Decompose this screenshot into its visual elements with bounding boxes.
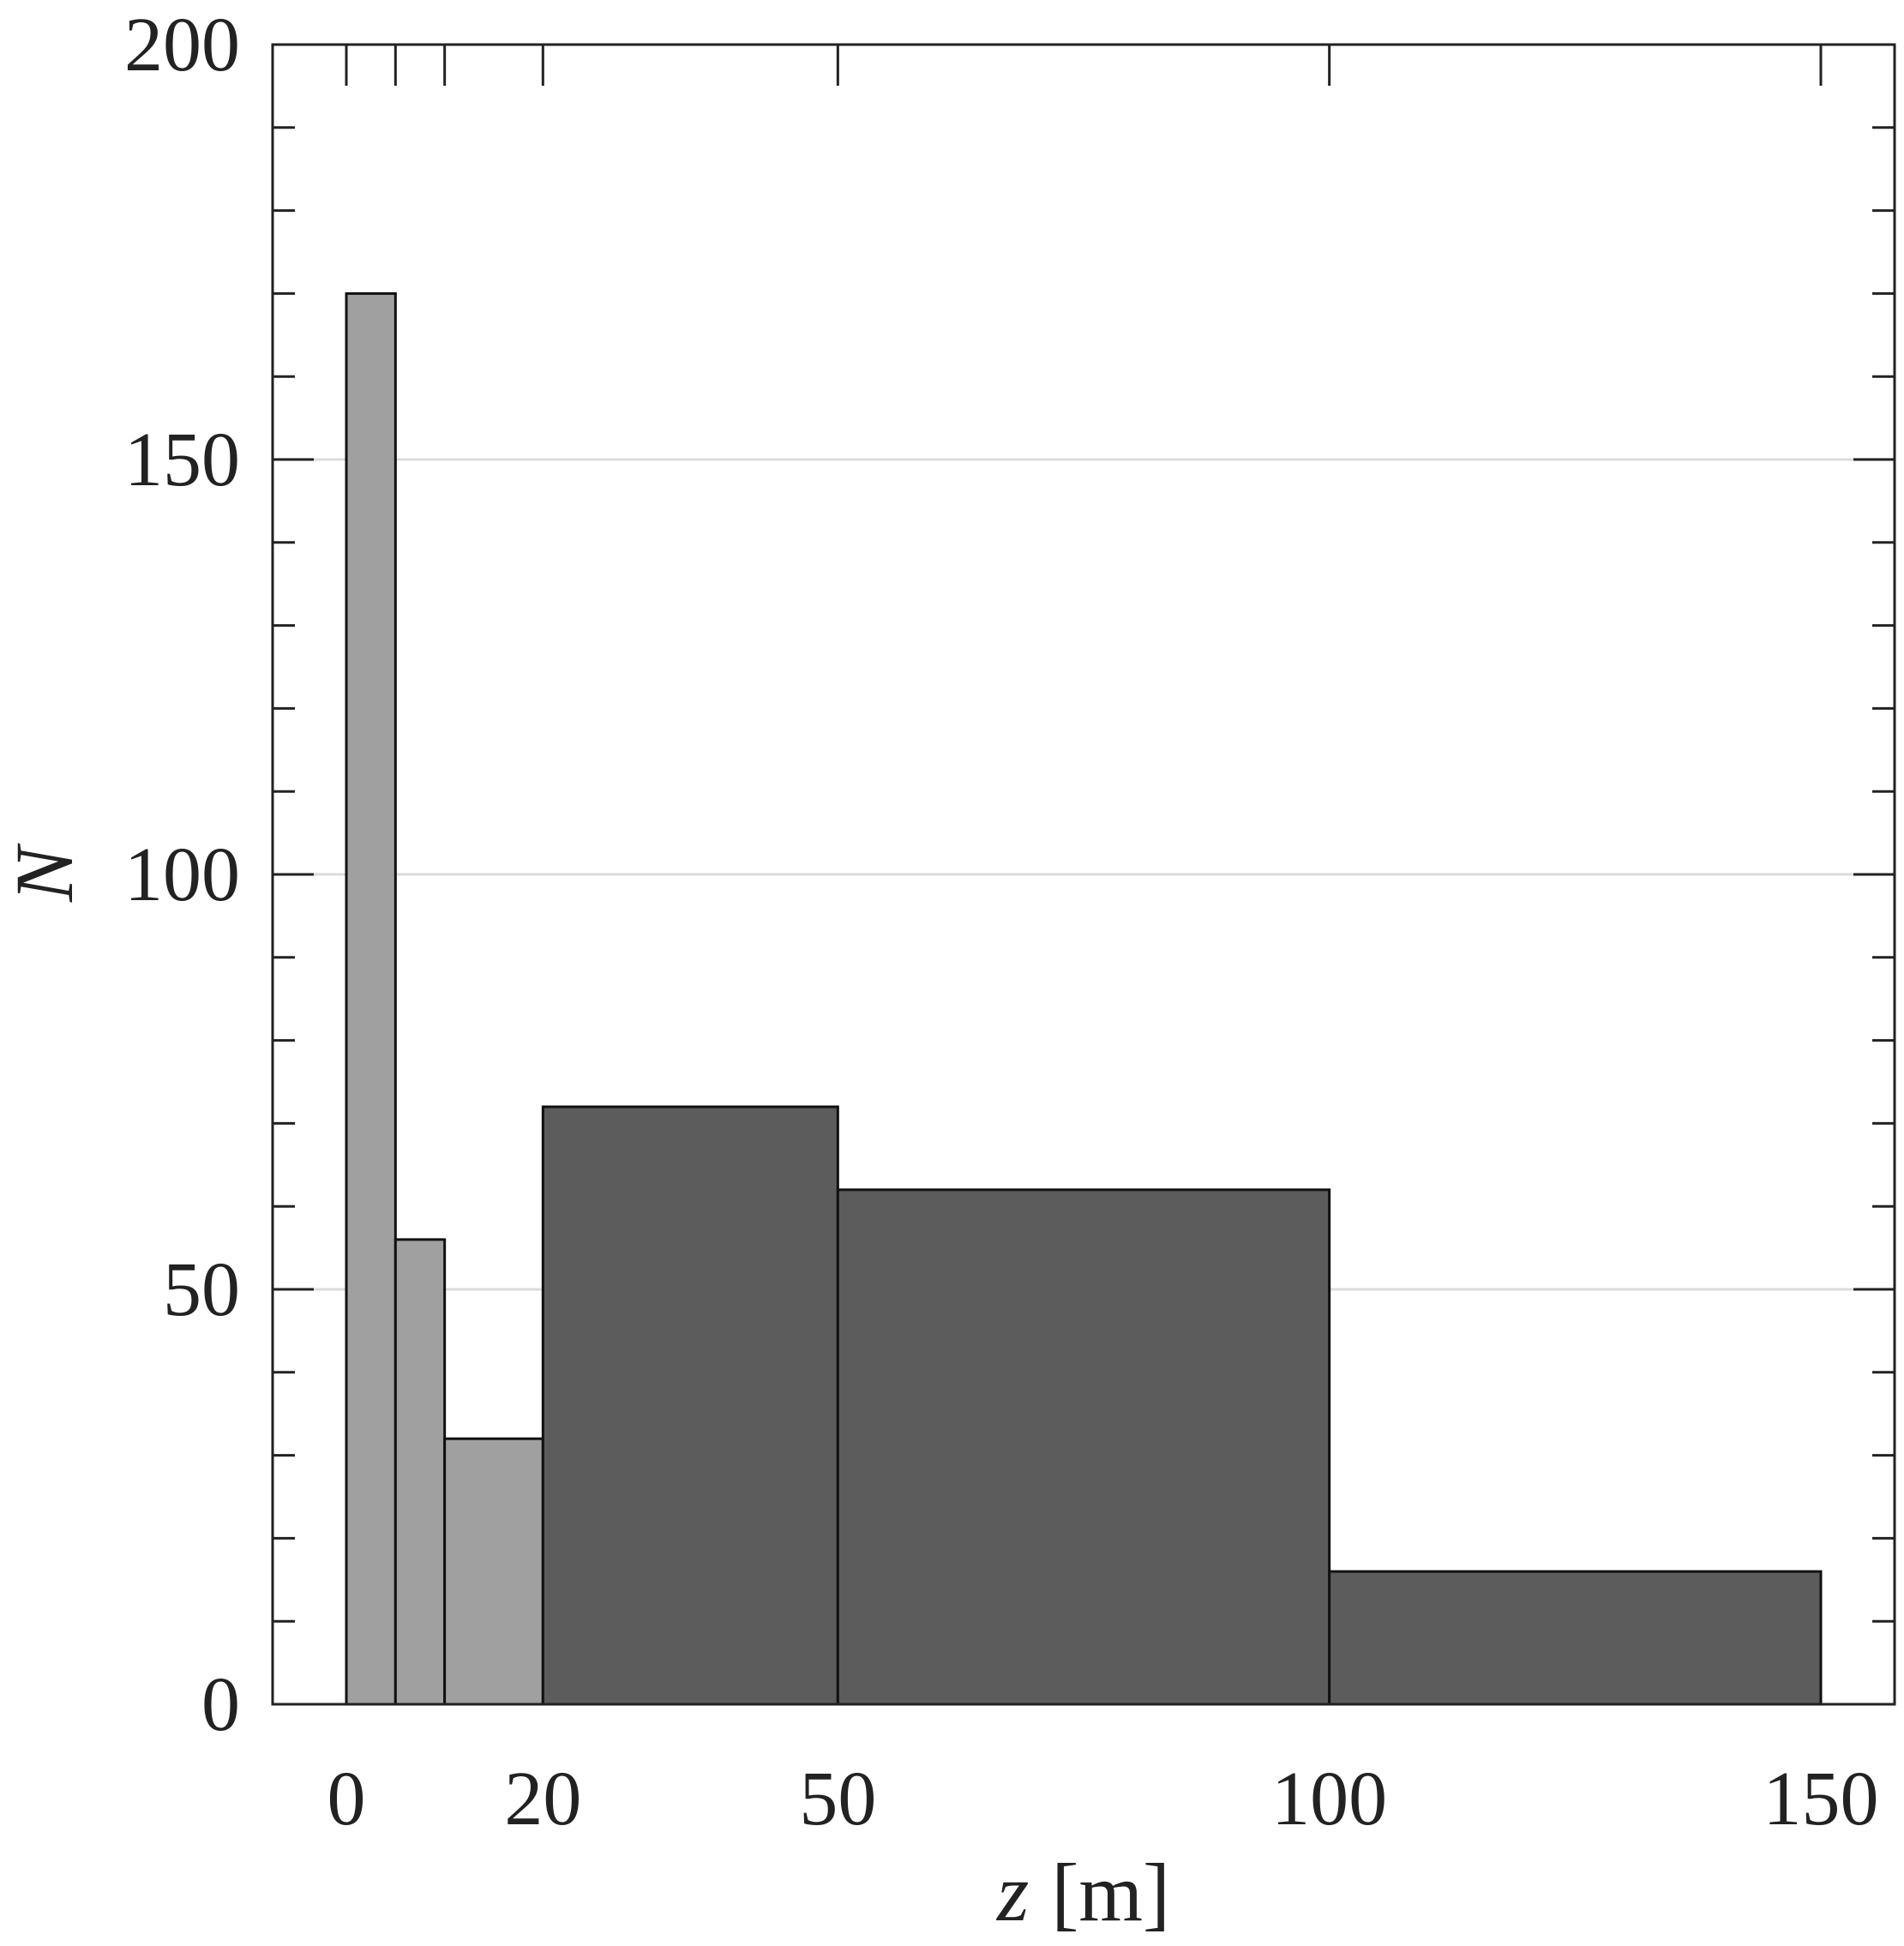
bars	[345, 291, 1823, 1706]
histogram-bar	[836, 1188, 1331, 1706]
axis-ticks	[273, 43, 1895, 1706]
grid-lines	[273, 458, 1895, 1291]
x-tick-label: 150	[1763, 1757, 1879, 1841]
histogram-bar	[393, 1238, 447, 1706]
y-tick-label: 0	[201, 1662, 240, 1747]
histogram-bar	[443, 1437, 544, 1706]
x-tick-label: 20	[504, 1757, 581, 1841]
y-tick-label: 200	[124, 3, 240, 87]
x-axis-label: z [m]	[995, 1847, 1170, 1938]
y-tick-label: 100	[124, 832, 240, 917]
y-tick-label: 150	[124, 417, 240, 502]
x-tick-label: 50	[799, 1757, 876, 1841]
y-axis-label: N	[0, 843, 90, 903]
histogram-bar	[1328, 1570, 1823, 1706]
x-tick-label: 100	[1271, 1757, 1387, 1841]
x-axis-unit: [m]	[1051, 1847, 1170, 1938]
x-tick-label: 0	[327, 1757, 366, 1841]
histogram-bar	[541, 1105, 839, 1706]
histogram-bar	[345, 291, 397, 1706]
x-axis-variable: z	[995, 1847, 1029, 1938]
tick-labels: 0 50 100 150 200 0 20 50 100 150	[124, 3, 1879, 1841]
y-tick-label: 50	[163, 1247, 240, 1332]
